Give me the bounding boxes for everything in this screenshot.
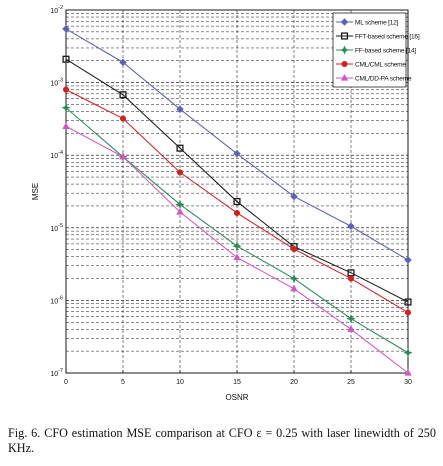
legend-label: FF-based scheme [14] [355,47,416,54]
series-5 [62,122,412,376]
legend-box [332,12,407,88]
data-point [347,325,355,332]
y-tick-label: 10-5 [50,223,63,233]
data-point [176,144,184,152]
series-line [65,58,409,303]
data-point [404,368,412,376]
data-point [62,25,70,33]
y-tick-exponent: -6 [58,295,63,301]
y-tick-label: 10-6 [50,295,63,305]
x-tick-label: 10 [176,379,184,386]
data-point [62,122,70,129]
y-tick-exponent: -2 [58,5,63,11]
x-tick-label: 0 [64,379,68,386]
data-point [119,58,127,67]
data-point [176,105,184,113]
y-tick-exponent: -5 [58,223,63,229]
y-tick-base: 10 [50,298,58,305]
data-point [176,169,184,176]
data-point [233,253,241,261]
legend-marker [341,60,348,68]
data-point [233,197,241,206]
legend-marker [340,18,349,26]
data-point [62,86,70,93]
data-point [176,207,184,215]
y-tick-label: 10-2 [50,5,63,15]
y-tick-base: 10 [50,226,58,233]
data-point [119,91,127,99]
y-tick-base: 10 [50,371,58,378]
data-point [62,55,70,63]
y-tick-base: 10 [50,153,58,160]
data-point [404,298,412,306]
y-axis-label: MSE [31,183,40,200]
y-tick-label: 10-3 [50,78,63,88]
data-point [61,103,71,113]
y-tick-base: 10 [50,81,58,88]
series-4 [62,86,412,316]
legend-label: CML/CML scheme [355,61,406,68]
legend-marker [339,45,350,55]
data-point [290,284,298,292]
data-point [346,314,356,324]
data-point [347,275,355,282]
x-tick-label: 25 [347,379,355,386]
y-tick-label: 10-7 [50,368,63,378]
data-point [403,348,413,358]
data-point [347,222,355,230]
y-tick-exponent: -4 [58,150,63,156]
legend-label: ML scheme [12] [355,19,399,26]
legend-label: FFT-based scheme [16] [355,33,420,40]
data-point [290,192,298,201]
figure-caption: Fig. 6. CFO estimation MSE comparison at… [8,426,436,455]
x-tick-label: 15 [233,379,241,386]
x-tick-label: 5 [121,379,125,386]
data-point [289,273,299,284]
data-point [404,256,412,264]
legend-marker [340,32,349,40]
data-point [404,309,412,316]
legend: ML scheme [12] FFT-based scheme [16] FF-ba… [332,12,420,88]
y-tick-exponent: -7 [58,368,63,374]
data-point [233,149,241,158]
y-tick-exponent: -3 [58,78,63,84]
data-point [119,115,127,122]
legend-label: CML/DD-PA scheme [355,75,412,82]
data-point [290,245,298,253]
x-tick-label: 30 [404,379,412,386]
y-tick-label: 10-4 [50,150,63,160]
x-tick-label: 20 [290,379,298,386]
data-point [232,241,242,251]
data-point [119,152,127,160]
data-point [233,209,241,217]
y-tick-base: 10 [50,8,58,15]
mse-chart: 0 5 10 15 20 25 3010-210-310-410-510-610-7OSNR… [31,5,420,402]
legend-marker [340,73,349,81]
series-1 [62,25,412,264]
x-axis-label: OSNR [225,393,248,402]
